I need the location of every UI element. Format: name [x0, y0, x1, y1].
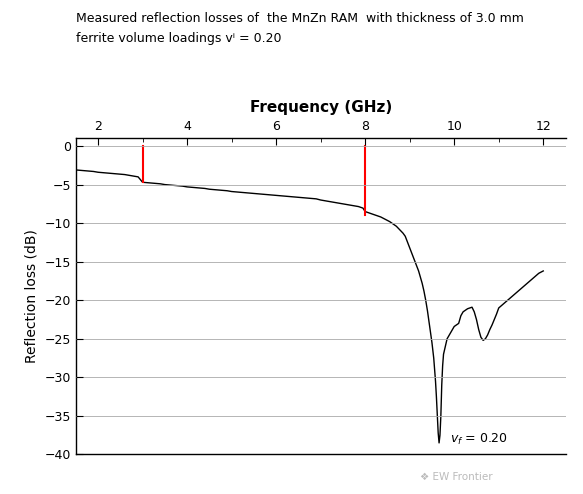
- Text: $v_f$ = 0.20: $v_f$ = 0.20: [449, 432, 507, 447]
- X-axis label: Frequency (GHz): Frequency (GHz): [250, 100, 392, 115]
- Text: Measured reflection losses of  the MnZn RAM  with thickness of 3.0 mm: Measured reflection losses of the MnZn R…: [76, 12, 524, 25]
- Text: ❖ EW Frontier: ❖ EW Frontier: [420, 472, 493, 482]
- Text: ferrite volume loadings vⁱ = 0.20: ferrite volume loadings vⁱ = 0.20: [76, 32, 281, 45]
- Y-axis label: Reflection loss (dB): Reflection loss (dB): [25, 229, 39, 364]
